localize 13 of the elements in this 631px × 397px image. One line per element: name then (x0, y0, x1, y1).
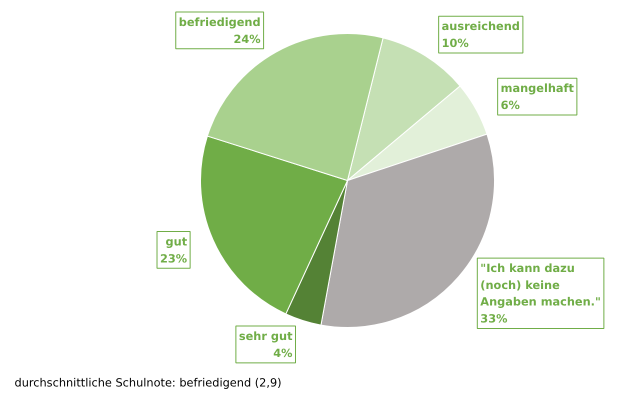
data-label: 33% (480, 312, 508, 326)
slice-label: "Ich kann dazu (noch) keine Angaben machen." (480, 261, 601, 309)
slice-label: befriedigend (178, 14, 261, 29)
data-label: 23% (160, 251, 188, 266)
text: durchschnittliche Schulnote: befriedigend (2,9) (14, 376, 282, 390)
slice-label: gut (166, 234, 188, 249)
data-label: 24% (233, 32, 261, 46)
data-label: 10% (442, 36, 469, 50)
slice-label: ausreichend (442, 19, 520, 34)
slice-label: mangelhaft (500, 81, 574, 96)
data-label: 6% (500, 98, 520, 112)
data-label: 4% (273, 346, 292, 360)
slice-label: sehr gut (238, 329, 294, 344)
